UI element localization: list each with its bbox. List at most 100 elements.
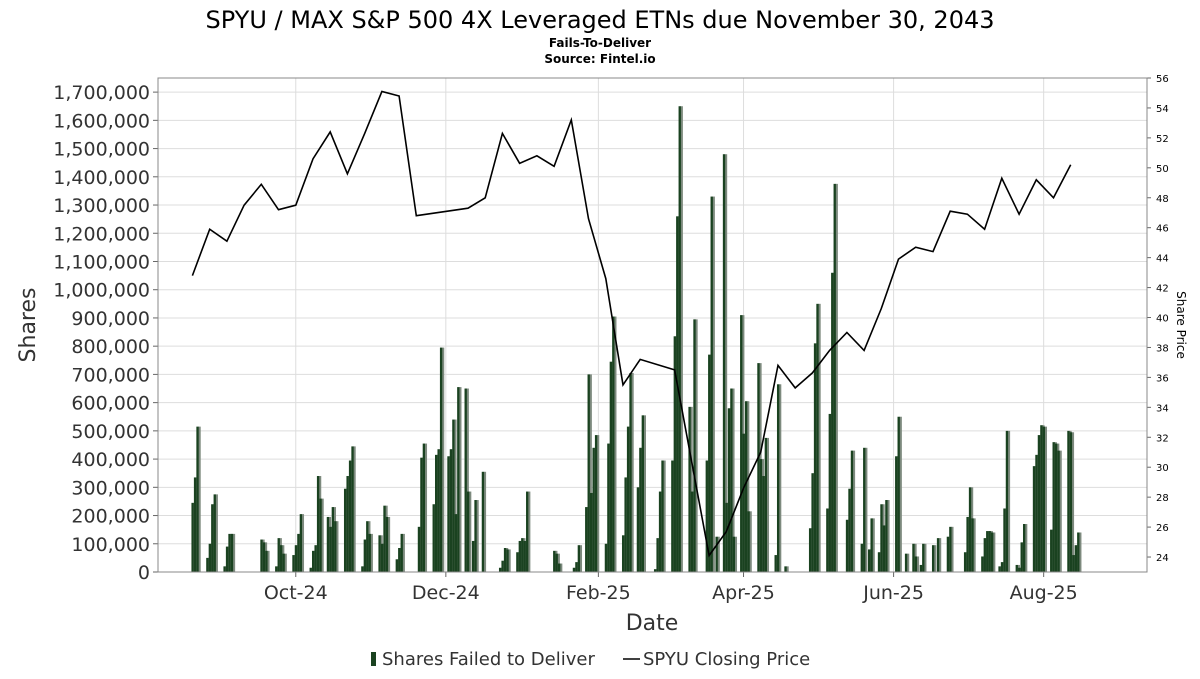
fails-bar xyxy=(870,518,873,572)
fails-bar xyxy=(708,354,711,572)
fails-bar-shadow xyxy=(993,532,996,572)
fails-bar-shadow xyxy=(680,106,683,572)
fails-bar-shadow xyxy=(643,415,646,572)
y2-tick-label: 54 xyxy=(1156,104,1169,115)
fails-bar xyxy=(262,542,266,572)
fails-bar xyxy=(740,315,743,572)
fails-bar xyxy=(346,476,349,572)
fails-bar xyxy=(211,504,214,572)
fails-bar-shadow xyxy=(746,401,750,572)
fails-bar xyxy=(516,552,519,572)
price-line-layer xyxy=(191,90,1072,558)
fails-bar xyxy=(963,552,967,572)
fails-bar xyxy=(678,106,681,572)
y2-axis-label: Share Price xyxy=(1174,291,1188,359)
fails-bar xyxy=(380,543,384,572)
y2-tick-label: 36 xyxy=(1156,373,1169,384)
fails-bar xyxy=(587,374,590,572)
fails-bar-shadow xyxy=(778,384,782,572)
x-tick-label: Oct-24 xyxy=(264,582,328,604)
fails-bar xyxy=(420,457,423,572)
fails-bar-shadow xyxy=(852,450,856,572)
fails-bar xyxy=(1037,435,1041,572)
y-tick-label: 500,000 xyxy=(71,421,150,443)
fails-bar xyxy=(867,549,871,572)
fails-bar-shadow xyxy=(865,447,868,572)
fails-bar xyxy=(1000,562,1004,572)
fails-bar-shadow xyxy=(424,443,428,572)
fails-bar-shadow xyxy=(528,491,531,572)
fails-bar-shadow xyxy=(589,374,592,572)
fails-bar xyxy=(457,387,460,572)
fails-bar xyxy=(400,533,403,572)
fails-bar-shadow xyxy=(468,491,472,572)
fails-bar xyxy=(368,533,371,572)
chart-subtitle: Fails-To-Deliver xyxy=(549,36,651,50)
fails-bar-shadow xyxy=(717,536,720,572)
y-tick-label: 800,000 xyxy=(71,336,150,358)
fails-bar xyxy=(742,433,745,572)
fails-bar-shadow xyxy=(301,514,305,572)
fails-bar-shadow xyxy=(321,498,324,572)
fails-bar xyxy=(914,556,918,572)
y-tick-label: 1,300,000 xyxy=(53,195,150,217)
fails-bar-shadow xyxy=(973,518,976,572)
y-tick-label: 900,000 xyxy=(71,308,150,330)
fails-bar xyxy=(762,476,765,572)
fails-bar xyxy=(225,546,229,572)
fails-bar xyxy=(348,460,352,572)
fails-bar xyxy=(594,435,598,572)
fails-bar xyxy=(454,514,458,572)
fails-bar xyxy=(299,514,303,572)
fails-bar xyxy=(1032,466,1036,572)
fails-bar xyxy=(230,533,234,572)
fails-bar xyxy=(481,471,485,572)
fails-bar xyxy=(503,548,507,572)
fails-bar xyxy=(193,477,197,572)
fails-bar xyxy=(850,450,854,572)
fails-bar xyxy=(592,447,595,572)
fails-bar xyxy=(808,528,812,572)
fails-bar-shadow xyxy=(353,446,356,572)
fails-bar xyxy=(383,505,386,572)
fails-bar-shadow xyxy=(732,388,735,572)
fails-bar xyxy=(621,535,625,572)
fails-bar xyxy=(828,413,831,572)
fails-bar xyxy=(1074,545,1077,572)
legend-line-label: SPYU Closing Price xyxy=(643,649,810,670)
chart-title: SPYU / MAX S&P 500 4X Leveraged ETNs due… xyxy=(206,6,995,34)
fails-bar xyxy=(518,540,521,572)
fails-bar xyxy=(776,384,780,572)
fails-bar xyxy=(715,536,718,572)
fails-bar-shadow xyxy=(215,494,218,572)
fails-bar xyxy=(759,459,763,572)
fails-bar xyxy=(904,553,908,572)
fails-bar xyxy=(506,549,509,572)
fails-bar xyxy=(863,447,866,572)
fails-bar xyxy=(191,502,194,572)
fails-bar xyxy=(730,388,733,572)
fails-bar xyxy=(395,559,398,572)
y-tick-label: 1,600,000 xyxy=(53,110,150,132)
fails-bar xyxy=(206,557,209,572)
fails-bar xyxy=(432,504,435,572)
fails-bar xyxy=(831,272,834,572)
fails-bar-shadow xyxy=(734,536,738,572)
fails-bar-shadow xyxy=(818,303,821,572)
fails-bar xyxy=(585,507,588,572)
fails-bar xyxy=(452,419,455,572)
fails-bar xyxy=(1067,430,1070,572)
legend-bar-label: Shares Failed to Deliver xyxy=(382,649,595,670)
fails-bar-shadow xyxy=(938,538,942,572)
fails-bar xyxy=(575,562,578,572)
fails-bar xyxy=(1042,426,1046,572)
fails-bar xyxy=(1040,425,1043,572)
fails-bar xyxy=(439,347,443,572)
fails-bar xyxy=(936,538,940,572)
y2-tick-label: 56 xyxy=(1156,74,1169,85)
fails-bar-shadow xyxy=(387,516,391,572)
fails-bar xyxy=(784,566,787,572)
fails-bar-shadow xyxy=(899,416,902,572)
fails-bar-shadow xyxy=(1071,432,1075,572)
